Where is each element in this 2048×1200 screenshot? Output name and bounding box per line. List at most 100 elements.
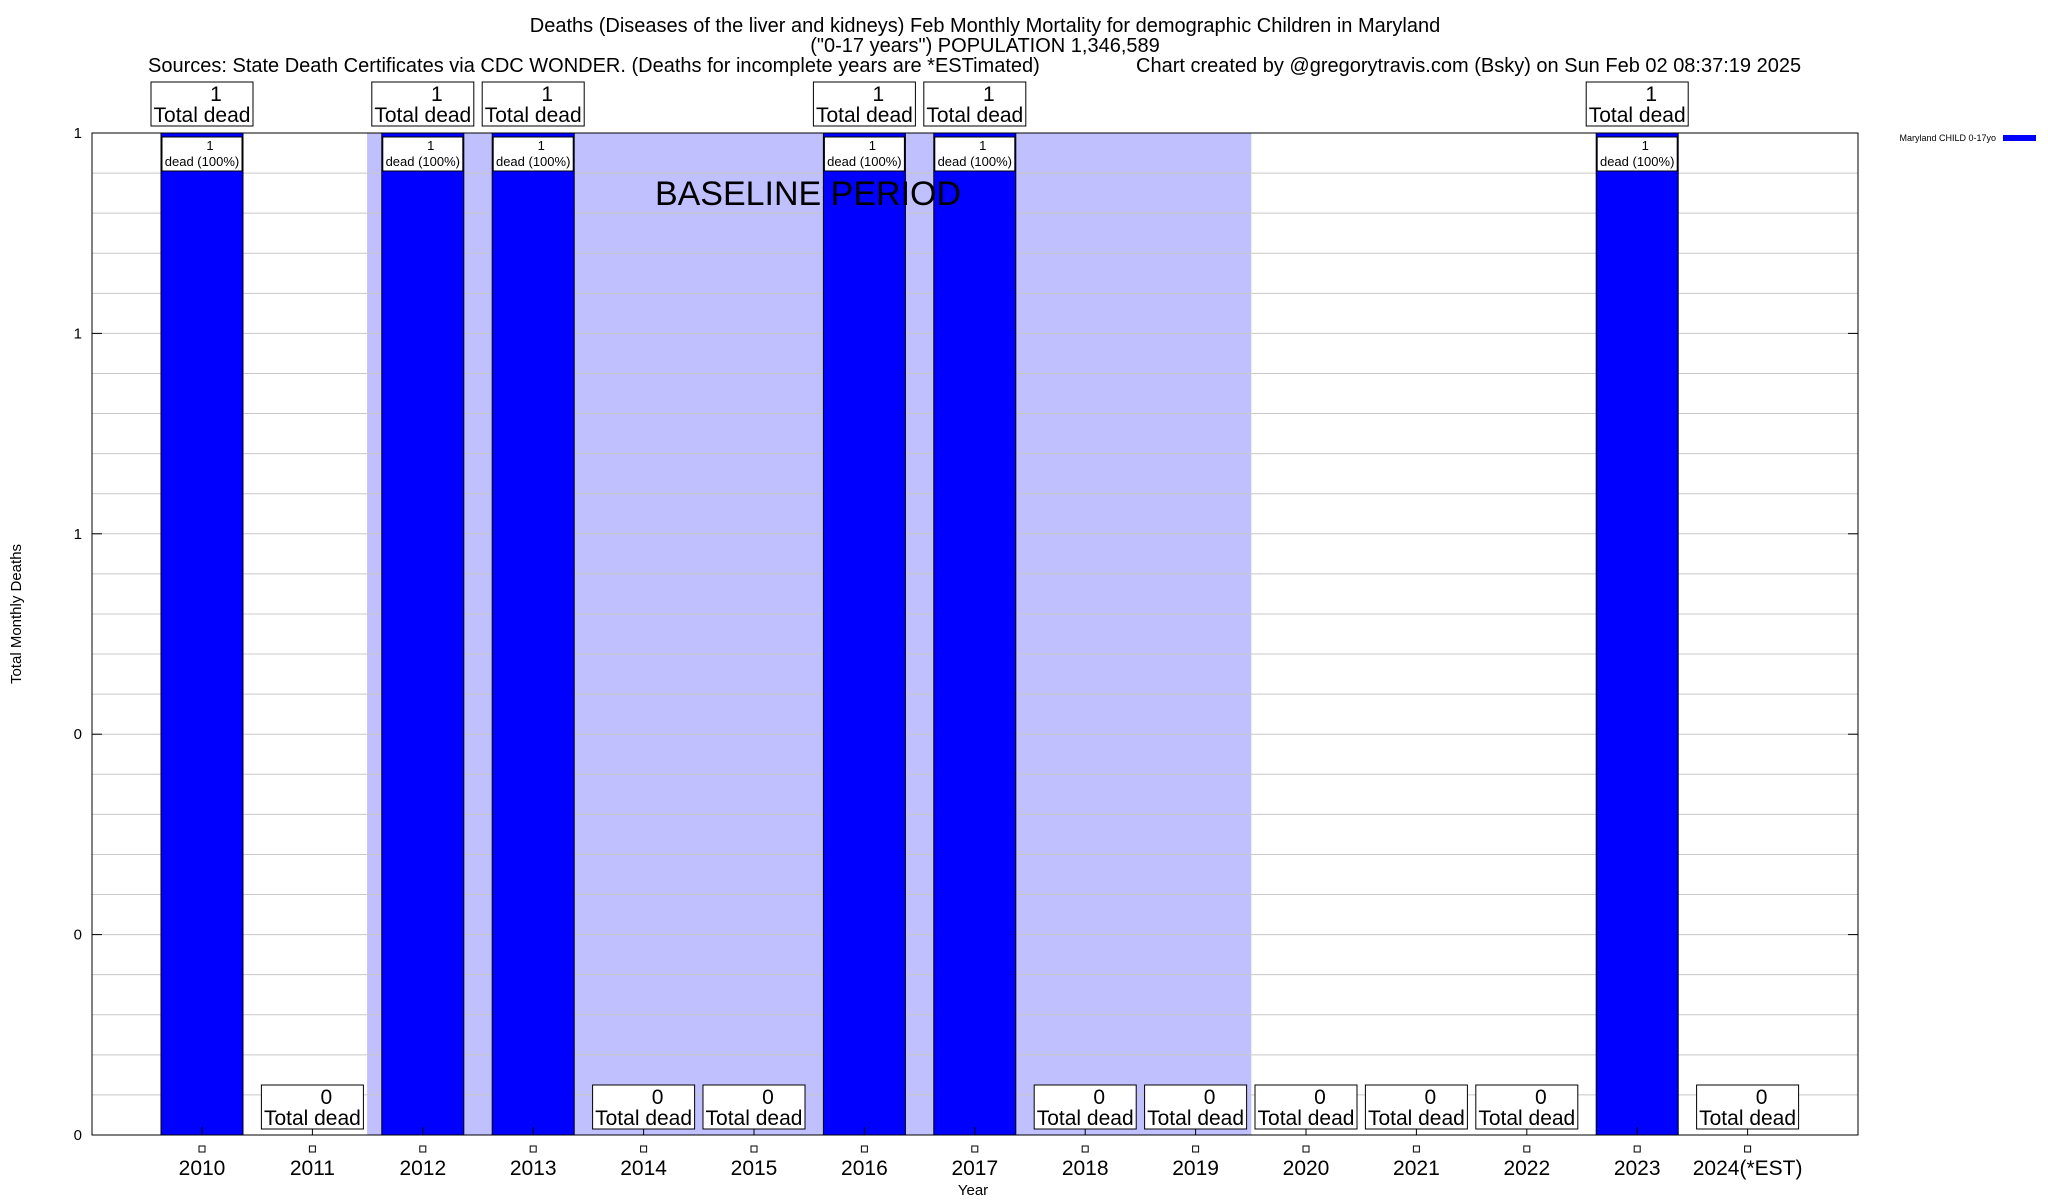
bar-inner-label: dead (100%) (827, 154, 901, 169)
total-label: Total dead (926, 104, 1023, 127)
total-value: 0 (762, 1086, 774, 1109)
total-label-box (812, 81, 916, 127)
total-label: Total dead (1258, 1107, 1355, 1130)
x-tick-label: 2024(*EST) (1693, 1157, 1803, 1180)
x-tick-marker (750, 1145, 758, 1153)
total-label-box (923, 81, 1027, 127)
legend: Maryland CHILD 0-17yo (1899, 133, 2036, 143)
x-tick-label: 2011 (290, 1157, 335, 1180)
x-tick-marker (1081, 1145, 1089, 1153)
bar-inner-label: dead (100%) (386, 154, 460, 169)
total-label: Total dead (595, 1107, 692, 1130)
chart-title-line-2: ("0-17 years") POPULATION 1,346,589 (810, 35, 1160, 57)
bar (1595, 132, 1679, 1136)
legend-swatch (2003, 135, 2036, 141)
total-value: 1 (431, 83, 443, 106)
x-tick-marker (529, 1145, 537, 1153)
x-tick-label: 2022 (1503, 1157, 1550, 1180)
bar-inner-label-box (934, 136, 1016, 172)
total-value: 1 (541, 83, 553, 106)
total-label-box (1475, 1084, 1579, 1130)
bar-inner-value: 1 (538, 138, 545, 153)
y-tick-label: 0 (74, 726, 82, 743)
bar-inner-label-box (492, 136, 574, 172)
y-tick-label: 1 (74, 325, 82, 342)
x-tick-label: 2021 (1393, 1157, 1440, 1180)
y-tick-label: 0 (74, 1127, 82, 1144)
total-label-box (1585, 81, 1689, 127)
chart-title-line-1: Deaths (Diseases of the liver and kidney… (530, 15, 1440, 37)
total-value: 0 (1093, 1086, 1105, 1109)
bar-inner-label: dead (100%) (165, 154, 239, 169)
bar (491, 132, 575, 1136)
chart-source-text: Sources: State Death Certificates via CD… (148, 55, 1040, 77)
total-label: Total dead (1368, 1107, 1465, 1130)
y-tick-label: 1 (74, 526, 82, 543)
x-tick-label: 2010 (179, 1157, 226, 1180)
total-label: Total dead (1478, 1107, 1575, 1130)
total-value: 0 (652, 1086, 664, 1109)
total-label: Total dead (264, 1107, 361, 1130)
total-value: 0 (1314, 1086, 1326, 1109)
x-tick-marker (1633, 1145, 1641, 1153)
bar-inner-value: 1 (427, 138, 434, 153)
total-value: 0 (1204, 1086, 1216, 1109)
total-label-box (1033, 1084, 1137, 1130)
bar-inner-value: 1 (869, 138, 876, 153)
total-label-box (371, 81, 475, 127)
bar-inner-label: dead (100%) (1600, 154, 1674, 169)
total-label-box (592, 1084, 696, 1130)
x-tick-marker (1302, 1145, 1310, 1153)
total-value: 1 (1645, 83, 1657, 106)
x-tick-marker (1523, 1145, 1531, 1153)
y-tick-label: 1 (74, 125, 82, 142)
x-tick-marker (1744, 1145, 1752, 1153)
bar (160, 132, 244, 1136)
total-label: Total dead (485, 104, 582, 127)
total-label: Total dead (154, 104, 251, 127)
x-tick-label: 2016 (841, 1157, 888, 1180)
total-label-box (260, 1084, 364, 1130)
total-label: Total dead (816, 104, 913, 127)
bar-inner-value: 1 (206, 138, 213, 153)
total-label: Total dead (1589, 104, 1686, 127)
bar-inner-label-box (382, 136, 464, 172)
total-value: 1 (873, 83, 885, 106)
total-label: Total dead (1699, 1107, 1796, 1130)
legend-label: Maryland CHILD 0-17yo (1899, 133, 1996, 143)
chart-credit-text: Chart created by @gregorytravis.com (Bsk… (1136, 55, 1801, 77)
total-label-box (150, 81, 254, 127)
bar-inner-label-box (823, 136, 905, 172)
total-label: Total dead (1147, 1107, 1244, 1130)
bar-inner-label-box (161, 136, 243, 172)
bar-inner-label: dead (100%) (496, 154, 570, 169)
total-label: Total dead (374, 104, 471, 127)
x-tick-label: 2015 (731, 1157, 778, 1180)
total-label-box (481, 81, 585, 127)
x-tick-marker (971, 1145, 979, 1153)
bar-inner-label: dead (100%) (938, 154, 1012, 169)
total-value: 0 (1535, 1086, 1547, 1109)
x-tick-label: 2017 (951, 1157, 998, 1180)
x-tick-marker (860, 1145, 868, 1153)
total-label: Total dead (1037, 1107, 1134, 1130)
total-label: Total dead (706, 1107, 803, 1130)
baseline-period-label: BASELINE PERIOD (655, 175, 961, 213)
x-tick-marker (640, 1145, 648, 1153)
total-label-box (1696, 1084, 1800, 1130)
total-value: 0 (1425, 1086, 1437, 1109)
x-tick-marker (419, 1145, 427, 1153)
total-value: 0 (321, 1086, 333, 1109)
total-value: 0 (1756, 1086, 1768, 1109)
x-tick-marker (1412, 1145, 1420, 1153)
x-tick-label: 2019 (1172, 1157, 1219, 1180)
bar (822, 132, 906, 1136)
bar-inner-label-box (1596, 136, 1678, 172)
total-value: 1 (210, 83, 222, 106)
x-tick-label: 2013 (510, 1157, 557, 1180)
total-label-box (1144, 1084, 1248, 1130)
x-tick-marker (308, 1145, 316, 1153)
x-tick-label: 2014 (620, 1157, 667, 1180)
bar (933, 132, 1017, 1136)
